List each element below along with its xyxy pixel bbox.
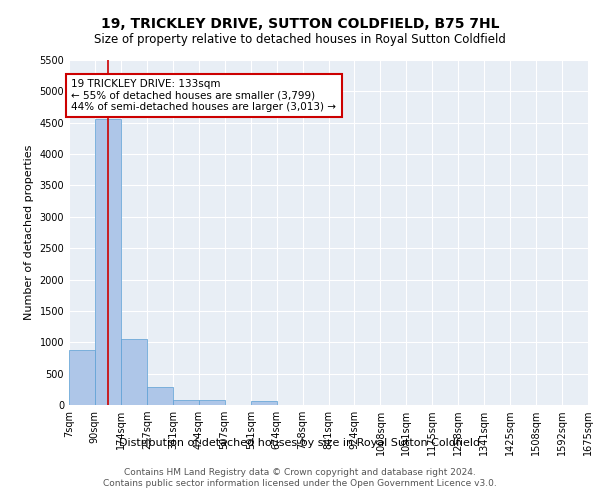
Text: Distribution of detached houses by size in Royal Sutton Coldfield: Distribution of detached houses by size … <box>119 438 481 448</box>
Text: 19, TRICKLEY DRIVE, SUTTON COLDFIELD, B75 7HL: 19, TRICKLEY DRIVE, SUTTON COLDFIELD, B7… <box>101 18 499 32</box>
Bar <box>121 338 147 405</box>
Bar <box>147 387 173 405</box>
Bar <box>95 119 121 405</box>
Bar <box>251 401 277 405</box>
Bar <box>69 350 95 405</box>
Bar <box>199 400 224 405</box>
Text: Contains HM Land Registry data © Crown copyright and database right 2024.
Contai: Contains HM Land Registry data © Crown c… <box>103 468 497 487</box>
Text: Size of property relative to detached houses in Royal Sutton Coldfield: Size of property relative to detached ho… <box>94 32 506 46</box>
Text: 19 TRICKLEY DRIVE: 133sqm
← 55% of detached houses are smaller (3,799)
44% of se: 19 TRICKLEY DRIVE: 133sqm ← 55% of detac… <box>71 79 337 112</box>
Y-axis label: Number of detached properties: Number of detached properties <box>24 145 34 320</box>
Bar <box>173 400 199 405</box>
